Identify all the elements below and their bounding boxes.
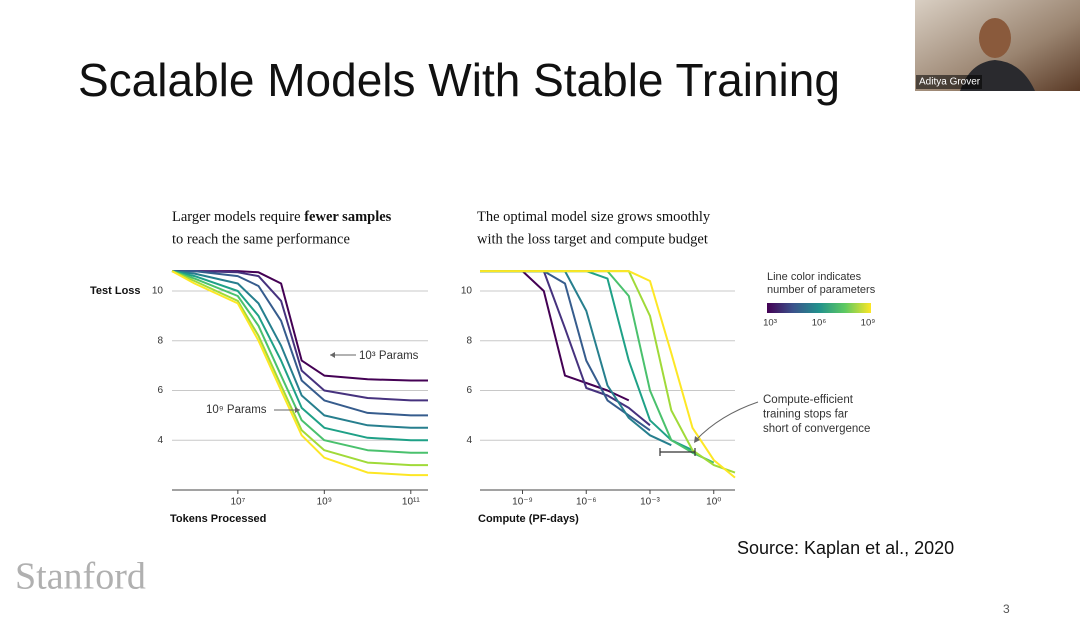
series-line <box>171 270 428 442</box>
x-tick-label: 10⁻⁹ <box>512 497 533 508</box>
annotation: 10⁹ Params <box>206 404 267 416</box>
bracket <box>659 448 696 456</box>
x-tick-label: 10⁰ <box>706 497 721 508</box>
x-tick-label: 10⁹ <box>317 497 332 508</box>
y-tick-label: 10 <box>152 286 164 297</box>
subtitle-line: to reach the same performance <box>172 231 350 247</box>
annotation-arrow <box>695 401 759 441</box>
series-line <box>171 270 428 477</box>
subtitle-text: The optimal model size grows smoothly <box>477 209 711 225</box>
subtitle-bold: fewer samples <box>304 209 391 225</box>
x-tick-label: 10¹¹ <box>402 497 420 508</box>
y-tick-label: 4 <box>466 435 472 446</box>
arrow-head <box>694 436 700 443</box>
name-tag <box>916 75 982 89</box>
x-axis-label: Tokens Processed <box>170 513 266 525</box>
video-tile: Aditya Grover <box>915 0 1080 91</box>
y-tick-label: 6 <box>466 385 472 396</box>
y-tick-label: 6 <box>157 385 163 396</box>
arrow-head <box>295 407 300 413</box>
series-line <box>171 270 428 467</box>
source: Source: Kaplan et al., 2020 <box>737 538 954 558</box>
colorbar-title: Line color indicates <box>767 271 862 283</box>
x-tick-label: 10⁻⁶ <box>576 497 597 508</box>
series-line <box>480 270 715 464</box>
annotation: short of convergence <box>763 423 870 435</box>
x-tick-label: 10⁷ <box>230 497 245 508</box>
slide-title: Scalable Models With Stable Training <box>78 54 840 106</box>
y-tick-label: 4 <box>157 435 163 446</box>
series-line <box>480 270 651 427</box>
colorbar-title: number of parameters <box>767 284 876 296</box>
annotation: 10³ Params <box>359 350 419 362</box>
x-tick-label: 10⁻³ <box>640 497 660 508</box>
participant-name: Aditya Grover <box>919 77 981 88</box>
subtitle-line: with the loss target and compute budget <box>477 231 708 247</box>
subtitle: Larger models require fewer samples <box>172 209 392 225</box>
colorbar <box>767 303 871 313</box>
charts: Larger models require fewer samples to re… <box>90 209 876 525</box>
series-line <box>480 270 736 474</box>
x-axis-label: Compute (PF-days) <box>478 513 579 525</box>
y-axis-label: Test Loss <box>90 285 141 297</box>
series-line <box>172 270 428 402</box>
annotation: Compute-efficient <box>763 394 854 406</box>
annotation: training stops far <box>763 409 848 421</box>
colorbar-tick-label: 10⁶ <box>812 318 827 329</box>
subtitle-text: Larger models require <box>172 209 301 225</box>
y-tick-label: 8 <box>466 335 472 346</box>
subtitle: The optimal model size grows smoothly <box>477 209 711 225</box>
y-tick-label: 8 <box>157 335 163 346</box>
y-tick-label: 10 <box>461 286 473 297</box>
series-line <box>172 270 428 417</box>
series-line <box>480 270 736 479</box>
person-head <box>979 18 1011 58</box>
colorbar-tick-label: 10⁹ <box>861 318 876 329</box>
colorbar-tick-label: 10³ <box>763 318 777 329</box>
arrow-head <box>330 352 335 358</box>
page-number: 3 <box>1003 602 1010 616</box>
series-line <box>171 270 428 454</box>
series-line <box>171 270 428 429</box>
logo: Stanford <box>15 556 146 598</box>
